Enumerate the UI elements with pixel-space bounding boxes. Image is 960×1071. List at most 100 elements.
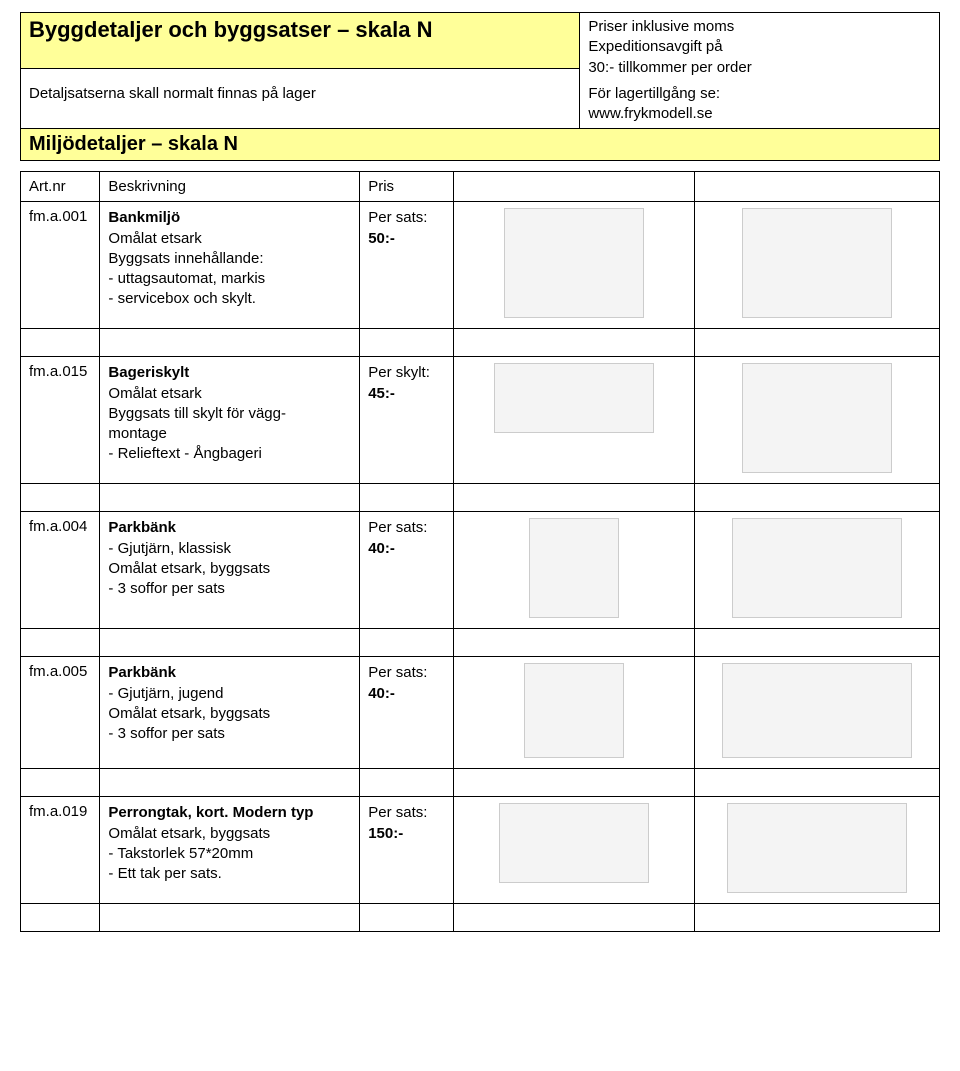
cell-image-sketch: [454, 657, 695, 769]
spacer-cell: [454, 769, 695, 797]
cell-image-photo: [695, 797, 940, 904]
product-name: Bankmiljö: [108, 209, 180, 226]
price-value: 50:-: [368, 229, 445, 249]
cell-image-sketch: [454, 202, 695, 329]
header-table: Byggdetaljer och byggsatser – skala N Pr…: [20, 12, 940, 161]
price-value: 40:-: [368, 684, 445, 704]
spacer-cell: [21, 904, 100, 932]
cell-art: fm.a.015: [21, 357, 100, 484]
desc-line: Omålat etsark: [108, 385, 201, 402]
product-sketch-image: [499, 803, 649, 883]
cell-art: fm.a.004: [21, 512, 100, 629]
spacer-cell: [454, 484, 695, 512]
note-link[interactable]: www.frykmodell.se: [588, 104, 931, 124]
table-row: fm.a.015 Bageriskylt Omålat etsark Byggsats…: [21, 357, 940, 484]
cell-image-photo: [695, 512, 940, 629]
desc-line: montage: [108, 425, 166, 442]
spacer-row: [21, 769, 940, 797]
price-value: 40:-: [368, 539, 445, 559]
note-line: Priser inklusive moms: [588, 17, 931, 37]
cell-price: Per sats: 150:-: [360, 797, 454, 904]
col-header-price: Pris: [360, 172, 454, 202]
spacer-cell: [21, 769, 100, 797]
product-photo-image: [742, 363, 892, 473]
spacer-cell: [360, 629, 454, 657]
product-sketch-image: [524, 663, 624, 758]
desc-line: Byggsats innehållande:: [108, 250, 263, 267]
cell-description: Perrongtak, kort. Modern typ Omålat etsar…: [100, 797, 360, 904]
spacer-cell: [100, 769, 360, 797]
price-label: Per sats:: [368, 518, 445, 538]
cell-image-sketch: [454, 357, 695, 484]
header-note-cell: Priser inklusive moms Expeditionsavgift …: [580, 13, 940, 129]
spacer-cell: [100, 329, 360, 357]
product-sketch-image: [529, 518, 619, 618]
cell-image-photo: [695, 357, 940, 484]
product-name: Parkbänk: [108, 664, 176, 681]
cell-price: Per skylt: 45:-: [360, 357, 454, 484]
cell-description: Bankmiljö Omålat etsark Byggsats innehålla…: [100, 202, 360, 329]
cell-art: fm.a.019: [21, 797, 100, 904]
cell-price: Per sats: 40:-: [360, 657, 454, 769]
section-title-cell: Miljödetaljer – skala N: [21, 129, 940, 161]
spacer-row: [21, 629, 940, 657]
product-table: Art.nr Beskrivning Pris fm.a.001Bankmilj…: [20, 171, 940, 932]
cell-image-photo: [695, 202, 940, 329]
spacer-cell: [21, 329, 100, 357]
desc-line: Omålat etsark, byggsats: [108, 705, 270, 722]
col-header-img1: [454, 172, 695, 202]
spacer-cell: [695, 484, 940, 512]
page: Byggdetaljer och byggsatser – skala N Pr…: [0, 0, 960, 944]
product-photo-image: [722, 663, 912, 758]
cell-description: Parkbänk- Gjutjärn, jugendOmålat etsark,…: [100, 657, 360, 769]
table-row: fm.a.001BankmiljöOmålat etsarkByggsats i…: [21, 202, 940, 329]
desc-line: - Gjutjärn, klassisk: [108, 540, 231, 557]
desc-line: - Relieftext - Ångbageri: [108, 445, 261, 462]
spacer-cell: [695, 769, 940, 797]
desc-line: Omålat etsark, byggsats: [108, 825, 270, 842]
desc-line: Omålat etsark, byggsats: [108, 560, 270, 577]
desc-line: Byggsats till skylt för vägg-: [108, 405, 286, 422]
spacer-cell: [100, 484, 360, 512]
desc-line: - Ett tak per sats.: [108, 865, 221, 882]
price-label: Per skylt:: [368, 363, 445, 383]
product-sketch-image: [494, 363, 654, 433]
spacer-cell: [360, 904, 454, 932]
note-line: Expeditionsavgift på: [588, 37, 931, 57]
spacer-cell: [100, 904, 360, 932]
desc-line: - 3 soffor per sats: [108, 580, 224, 597]
product-photo-image: [732, 518, 902, 618]
cell-price: Per sats: 50:-: [360, 202, 454, 329]
cell-price: Per sats: 40:-: [360, 512, 454, 629]
col-header-img2: [695, 172, 940, 202]
cell-image-sketch: [454, 797, 695, 904]
note-line: För lagertillgång se:: [588, 84, 931, 104]
product-photo-image: [742, 208, 892, 318]
spacer-cell: [454, 904, 695, 932]
table-row: fm.a.004 Parkbänk - Gjutjärn, klassisk Omål…: [21, 512, 940, 629]
spacer-cell: [454, 629, 695, 657]
spacer-row: [21, 484, 940, 512]
header-title-cell: Byggdetaljer och byggsatser – skala N: [21, 13, 580, 69]
cell-description: Bageriskylt Omålat etsark Byggsats till sk…: [100, 357, 360, 484]
section-title: Miljödetaljer – skala N: [29, 133, 238, 155]
product-name: Parkbänk: [108, 519, 176, 536]
product-name: Perrongtak, kort. Modern typ: [108, 804, 313, 821]
page-title: Byggdetaljer och byggsatser – skala N: [29, 17, 433, 42]
spacer-cell: [695, 329, 940, 357]
price-value: 150:-: [368, 824, 445, 844]
spacer-cell: [21, 629, 100, 657]
cell-image-photo: [695, 657, 940, 769]
table-row: fm.a.019 Perrongtak, kort. Modern typ Omål…: [21, 797, 940, 904]
desc-line: - 3 soffor per sats: [108, 725, 224, 742]
spacer-cell: [454, 329, 695, 357]
desc-line: - Takstorlek 57*20mm: [108, 845, 253, 862]
product-name: Bageriskylt: [108, 364, 189, 381]
desc-line: Omålat etsark: [108, 230, 201, 247]
product-photo-image: [727, 803, 907, 893]
spacer-row: [21, 904, 940, 932]
cell-art: fm.a.005: [21, 657, 100, 769]
spacer-cell: [695, 629, 940, 657]
header-subtitle-cell: Detaljsatserna skall normalt finnas på l…: [21, 68, 580, 129]
spacer-cell: [21, 484, 100, 512]
